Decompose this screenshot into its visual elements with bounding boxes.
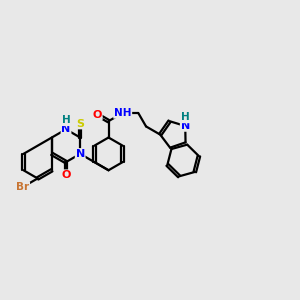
Text: H: H (61, 115, 70, 125)
Text: N: N (181, 121, 190, 131)
Text: NH: NH (114, 108, 131, 118)
Text: Br: Br (16, 182, 29, 192)
Text: N: N (76, 149, 85, 159)
Text: H: H (181, 112, 190, 122)
Text: N: N (61, 124, 70, 134)
Text: S: S (76, 118, 84, 129)
Text: O: O (61, 170, 71, 180)
Text: O: O (92, 110, 102, 120)
